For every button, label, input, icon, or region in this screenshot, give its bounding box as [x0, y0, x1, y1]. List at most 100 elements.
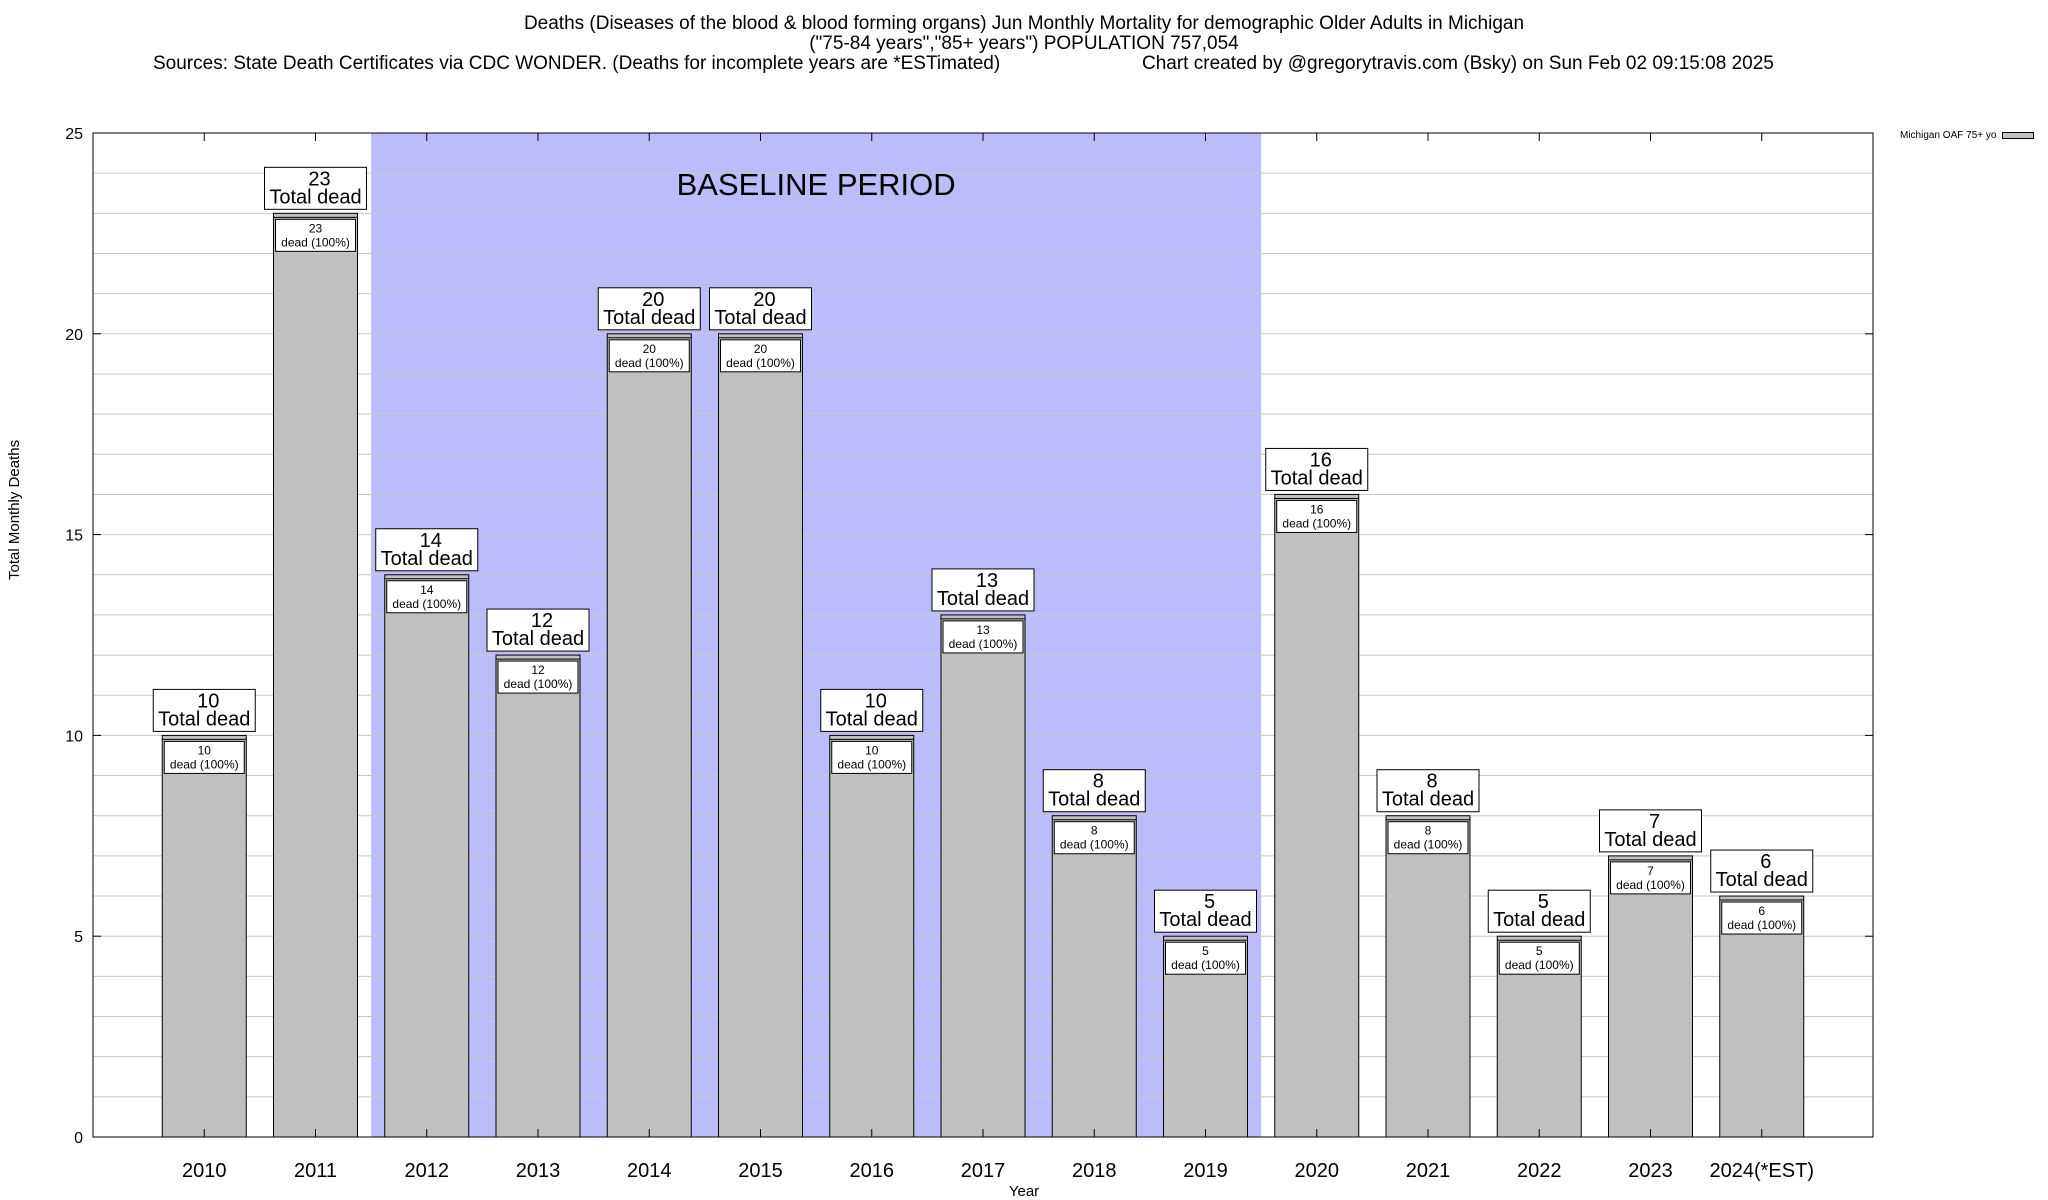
inner-label-text: dead (100%): [1171, 958, 1240, 972]
bar-2021: [1385, 815, 1471, 1138]
inner-label-text: dead (100%): [726, 356, 795, 370]
data-label-total: 12: [531, 610, 553, 632]
inner-label-text: dead (100%): [615, 356, 684, 370]
legend-label: Michigan OAF 75+ yo: [1900, 130, 1997, 141]
bar-2018: [1051, 815, 1137, 1138]
total-label-box: [264, 166, 367, 210]
inner-label-value: 7: [1647, 864, 1654, 878]
inner-label-value: 20: [754, 342, 768, 356]
y-tick-label: 10: [65, 728, 83, 745]
inner-label-box: [608, 339, 690, 373]
y-tick-label: 25: [65, 126, 83, 143]
x-tick-label: 2017: [961, 1160, 1006, 1182]
total-label-box: [1265, 447, 1369, 491]
total-label-box: [375, 528, 479, 572]
bar-2014: [606, 333, 692, 1138]
data-label-total: 5: [1204, 891, 1215, 913]
inner-label-box: [1276, 499, 1358, 533]
total-label-box: [931, 568, 1035, 612]
data-label-total: 16: [1310, 449, 1332, 471]
inner-label-value: 23: [309, 221, 323, 235]
inner-label-value: 20: [643, 342, 657, 356]
inner-label-text: dead (100%): [1060, 838, 1129, 852]
x-tick-label: 2014: [627, 1160, 672, 1182]
bar-2013: [495, 654, 581, 1138]
inner-label-text: dead (100%): [1616, 878, 1685, 892]
data-label-total-text: Total dead: [381, 548, 473, 570]
y-axis-label: Total Monthly Deaths: [6, 439, 23, 580]
chart-sources: Sources: State Death Certificates via CD…: [153, 53, 1001, 74]
data-label-total: 14: [420, 530, 442, 552]
x-tick-label: 2024(*EST): [1710, 1160, 1815, 1182]
data-label-total-text: Total dead: [826, 708, 918, 730]
total-label-box: [1376, 769, 1480, 813]
x-tick-label: 2020: [1295, 1160, 1340, 1182]
inner-label-text: dead (100%): [281, 235, 350, 249]
chart-title-line1: Deaths (Diseases of the blood & blood fo…: [523, 13, 1525, 34]
bar-2015: [718, 333, 803, 1138]
inner-label-box: [163, 740, 245, 774]
chart-credit: Chart created by @gregorytravis.com (Bsk…: [1142, 53, 1774, 74]
data-label-total-text: Total dead: [158, 708, 250, 730]
inner-label-value: 8: [1425, 824, 1432, 838]
legend-swatch: [2002, 132, 2035, 139]
total-label-box: [152, 688, 256, 732]
inner-label-value: 16: [1310, 502, 1324, 516]
chart-title: Deaths (Diseases of the blood & blood fo…: [0, 14, 2048, 54]
inner-label-value: 10: [198, 743, 212, 757]
data-label-total-text: Total dead: [1604, 829, 1696, 851]
data-label-total: 13: [976, 570, 998, 592]
data-label-total: 20: [642, 289, 664, 311]
inner-label-text: dead (100%): [1727, 918, 1796, 932]
legend: Michigan OAF 75+ yo: [1900, 130, 2035, 141]
baseline-period-label: BASELINE PERIOD: [677, 167, 956, 202]
inner-label-box: [1165, 941, 1246, 975]
inner-label-box: [942, 620, 1024, 654]
bar-2020: [1274, 493, 1360, 1138]
data-label-total-text: Total dead: [1716, 869, 1808, 891]
inner-label-text: dead (100%): [170, 757, 239, 771]
x-tick-label: 2011: [294, 1160, 337, 1182]
total-label-box: [820, 688, 924, 732]
total-label-box: [486, 608, 590, 652]
inner-label-value: 14: [420, 583, 434, 597]
data-label-total-text: Total dead: [714, 307, 806, 329]
bar-2023: [1608, 855, 1693, 1138]
inner-label-value: 13: [976, 623, 990, 637]
inner-label-value: 6: [1758, 904, 1765, 918]
x-tick-label: 2019: [1183, 1160, 1228, 1182]
x-axis-label: Year: [1008, 1183, 1040, 1200]
bar-2017: [940, 614, 1026, 1138]
x-tick-label: 2023: [1628, 1160, 1673, 1182]
data-label-total-text: Total dead: [1159, 909, 1251, 931]
total-label-box: [1487, 889, 1591, 933]
plot-frame: [92, 132, 1874, 1138]
x-tick-label: 2013: [516, 1160, 561, 1182]
total-label-box: [709, 287, 812, 331]
data-label-total: 20: [753, 289, 775, 311]
data-label-total-text: Total dead: [269, 186, 361, 208]
data-label-total: 7: [1649, 811, 1660, 833]
inner-label-box: [831, 740, 913, 774]
total-label-box: [597, 287, 701, 331]
inner-label-text: dead (100%): [837, 757, 906, 771]
inner-label-text: dead (100%): [949, 637, 1018, 651]
inner-label-value: 12: [531, 663, 545, 677]
inner-label-text: dead (100%): [1394, 838, 1463, 852]
y-tick-label: 0: [74, 1130, 83, 1147]
bar-2010: [161, 734, 247, 1138]
inner-label-value: 8: [1091, 824, 1098, 838]
total-label-box: [1042, 769, 1146, 813]
data-label-total: 10: [197, 690, 219, 712]
total-label-box: [1599, 809, 1702, 853]
bar-2024(*EST): [1719, 895, 1805, 1138]
bar-2011: [273, 212, 358, 1138]
x-tick-label: 2010: [182, 1160, 227, 1182]
data-label-total-text: Total dead: [937, 588, 1029, 610]
x-tick-label: 2016: [850, 1160, 895, 1182]
inner-label-text: dead (100%): [1505, 958, 1574, 972]
data-label-total-text: Total dead: [1382, 789, 1474, 811]
data-label-total-text: Total dead: [603, 307, 695, 329]
y-tick-label: 15: [65, 528, 83, 545]
